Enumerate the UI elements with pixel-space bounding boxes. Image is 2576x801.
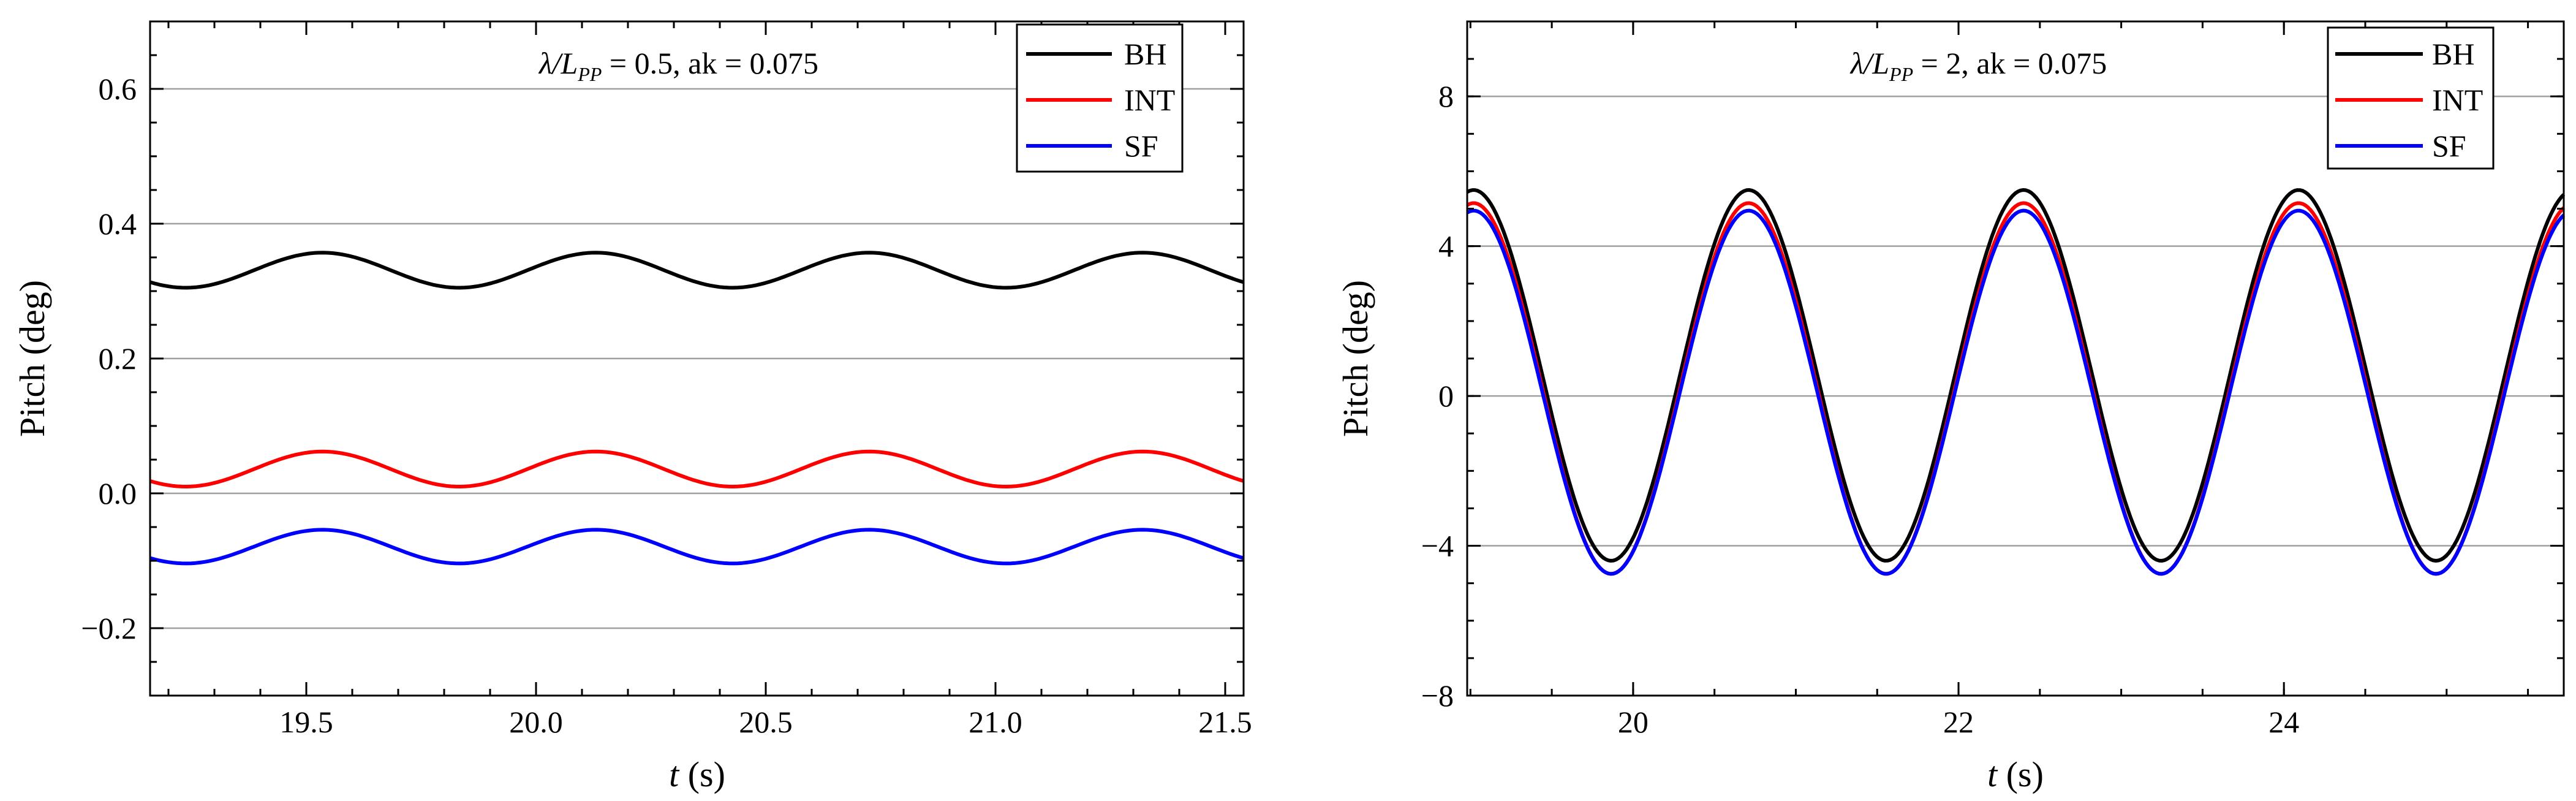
tick-labels: 19.5 20.0 20.5 21.0 21.5 −0.2 0.0 0.2 0.4 0.6 bbox=[81, 72, 1252, 739]
legend-label-sf: SF bbox=[1124, 129, 1158, 163]
legend: BH INT SF bbox=[1016, 23, 1184, 173]
tick-marks bbox=[150, 20, 1244, 696]
y-tick-label: −0.2 bbox=[81, 611, 137, 645]
x-axis-label: t (s) bbox=[669, 754, 725, 794]
x-axis-label: t (s) bbox=[1987, 754, 2044, 794]
x-tick-label: 20 bbox=[1618, 705, 1649, 739]
y-tick-label: 0.4 bbox=[99, 207, 137, 241]
y-tick-label: 0 bbox=[1438, 379, 1454, 413]
pitch-chart-short-wave: 19.5 20.0 20.5 21.0 21.5 −0.2 0.0 0.2 0.4 0.6 λ/L… bbox=[12, 20, 1252, 794]
case-annotation: λ/LPP = 0.5, ak = 0.075 bbox=[538, 46, 818, 85]
x-tick-label: 24 bbox=[2268, 705, 2299, 739]
legend: BH INT SF bbox=[2327, 26, 2495, 170]
legend-label-int: INT bbox=[1124, 83, 1175, 117]
x-tick-label: 20.5 bbox=[739, 705, 793, 739]
series-line-bh bbox=[149, 251, 1244, 290]
tick-labels: 20 22 24 −8 −4 0 4 8 bbox=[1421, 79, 2299, 739]
x-tick-label: 21.5 bbox=[1198, 705, 1252, 739]
x-tick-label: 20.0 bbox=[509, 705, 563, 739]
series-lines bbox=[149, 251, 1244, 566]
x-tick-label: 19.5 bbox=[279, 705, 333, 739]
x-tick-label: 22 bbox=[1943, 705, 1974, 739]
y-tick-label: 4 bbox=[1438, 229, 1454, 264]
series-line-bh bbox=[1466, 188, 2566, 563]
case-annotation: λ/LPP = 2, ak = 0.075 bbox=[1849, 46, 2107, 85]
x-tick-label: 21.0 bbox=[969, 705, 1022, 739]
legend-label-bh: BH bbox=[2432, 37, 2474, 71]
y-tick-label: −8 bbox=[1421, 678, 1454, 713]
y-axis-label: Pitch (deg) bbox=[12, 280, 52, 437]
y-axis-label: Pitch (deg) bbox=[1335, 280, 1375, 437]
series-line-sf bbox=[1466, 208, 2566, 576]
series-lines bbox=[1466, 188, 2566, 576]
grid-lines bbox=[150, 88, 1244, 629]
y-tick-label: 0.2 bbox=[99, 341, 137, 376]
y-tick-label: −4 bbox=[1421, 529, 1454, 563]
y-tick-label: 0.0 bbox=[99, 476, 137, 511]
grid-lines bbox=[1467, 95, 2564, 547]
y-tick-label: 0.6 bbox=[99, 72, 137, 106]
series-line-int bbox=[149, 449, 1244, 488]
series-line-sf bbox=[149, 528, 1244, 566]
legend-label-bh: BH bbox=[1124, 37, 1166, 71]
legend-label-sf: SF bbox=[2432, 129, 2466, 163]
tick-marks bbox=[1467, 20, 2564, 697]
legend-label-int: INT bbox=[2432, 83, 2483, 117]
y-tick-label: 8 bbox=[1438, 79, 1454, 113]
pitch-chart-long-wave: 20 22 24 −8 −4 0 4 8 λ/LPP = 2, ak = 0.075 BH I… bbox=[1335, 20, 2566, 794]
